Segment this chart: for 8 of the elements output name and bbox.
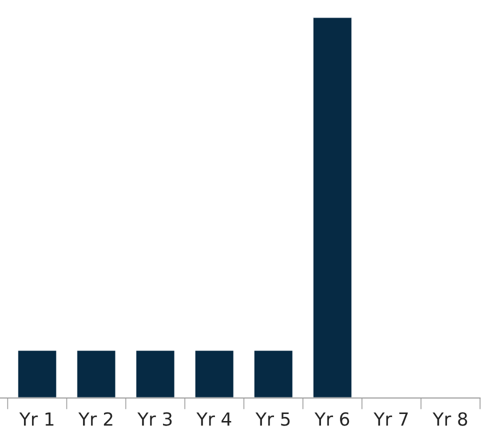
x-tick-label: Yr 3 xyxy=(137,412,172,426)
x-tick-label: Yr 7 xyxy=(374,412,408,426)
x-tick-label: Yr 6 xyxy=(314,412,350,426)
x-tick-label: Yr 2 xyxy=(78,412,112,426)
x-tick-label: Yr 4 xyxy=(196,412,232,426)
x-tick-label: Yr 1 xyxy=(19,412,54,426)
x-tick-label: Yr 8 xyxy=(432,412,468,426)
x-tick-label: Yr 5 xyxy=(256,412,290,426)
